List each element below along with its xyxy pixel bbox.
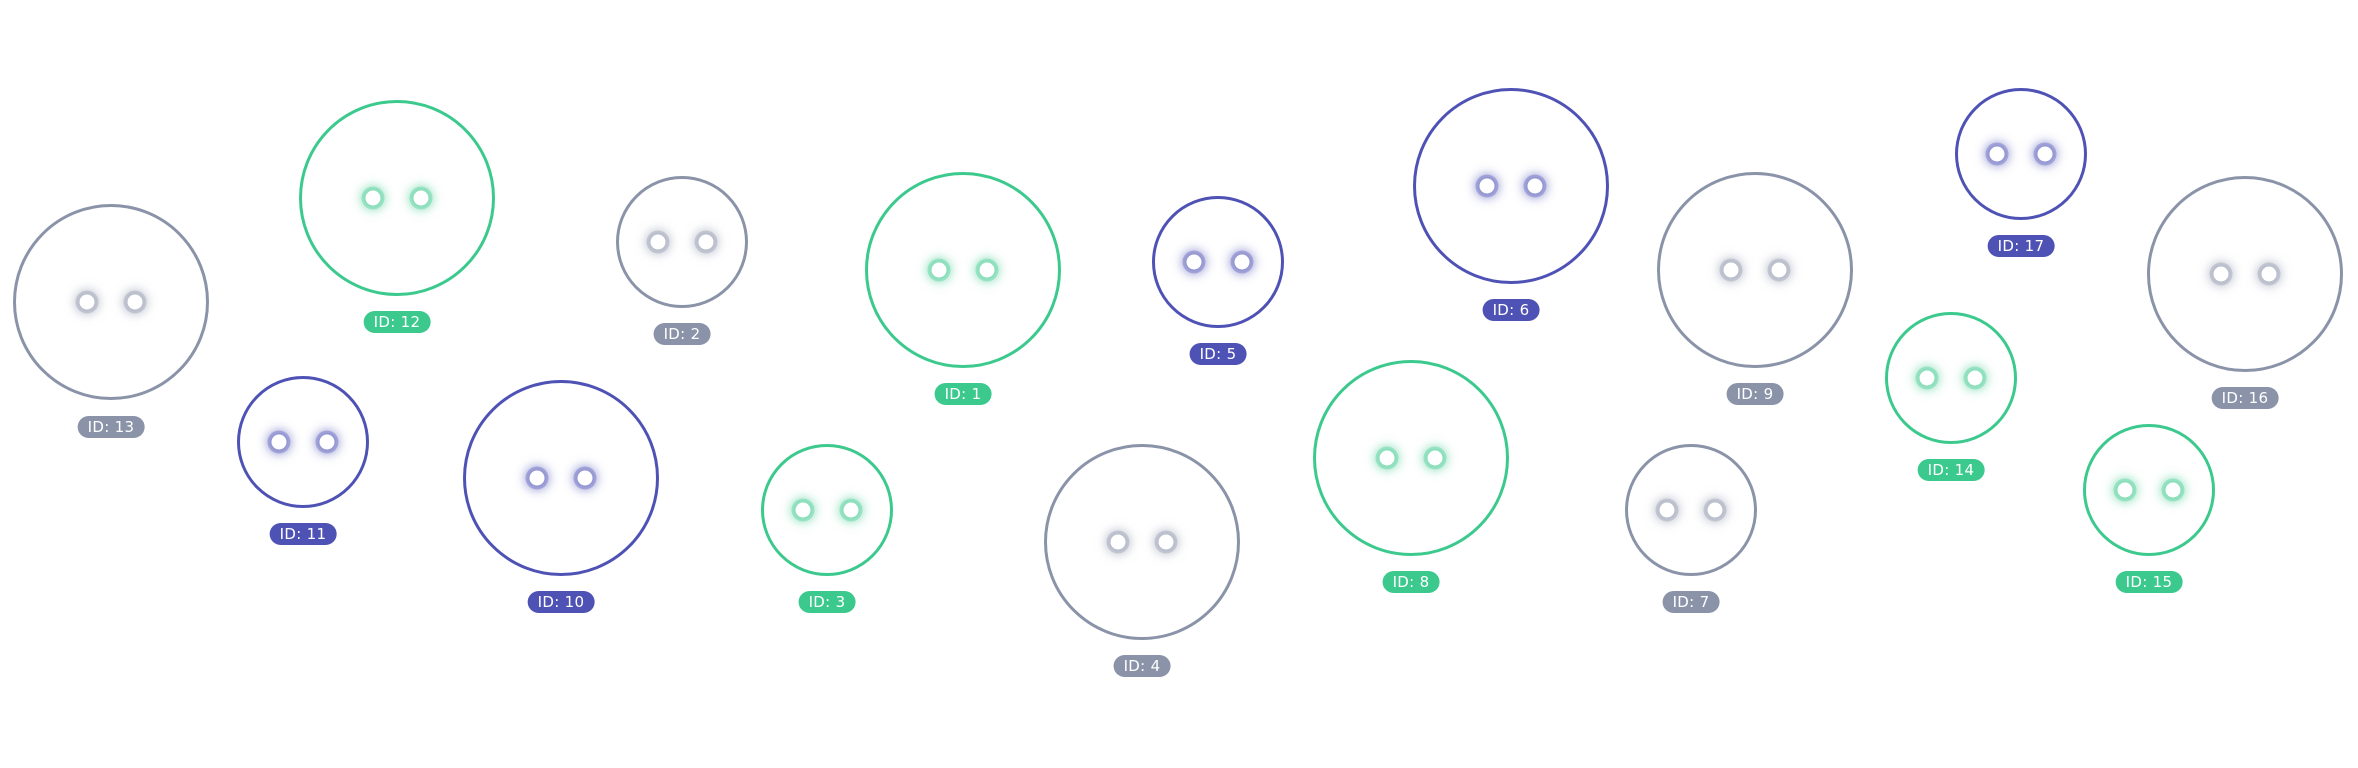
agent-node[interactable] [1885, 312, 2017, 444]
right-eye-icon [577, 470, 592, 485]
agent-node[interactable] [1657, 172, 1853, 368]
agent-id-badge: ID: 4 [1113, 655, 1171, 677]
right-eye-icon [843, 502, 858, 517]
agent-id-badge: ID: 9 [1726, 383, 1784, 405]
agent-node[interactable] [1313, 360, 1509, 556]
agent-id-badge: ID: 6 [1482, 299, 1540, 321]
right-eye-icon [1707, 502, 1722, 517]
agent-node[interactable] [2147, 176, 2343, 372]
agent-node[interactable] [1625, 444, 1757, 576]
agent-id-badge: ID: 3 [798, 591, 856, 613]
right-eye-icon [1158, 534, 1173, 549]
agent-id-badge: ID: 13 [77, 416, 145, 438]
agent-node[interactable] [13, 204, 209, 400]
agent-node[interactable] [761, 444, 893, 576]
agent-id-badge: ID: 10 [527, 591, 595, 613]
agent-node[interactable] [865, 172, 1061, 368]
agent-node[interactable] [237, 376, 369, 508]
right-eye-icon [2165, 482, 2180, 497]
left-eye-icon [1379, 450, 1394, 465]
left-eye-icon [365, 190, 380, 205]
right-eye-icon [319, 434, 334, 449]
right-eye-icon [1967, 370, 1982, 385]
right-eye-icon [413, 190, 428, 205]
right-eye-icon [1427, 450, 1442, 465]
right-eye-icon [127, 294, 142, 309]
agent-node[interactable] [1413, 88, 1609, 284]
agent-node[interactable] [1044, 444, 1240, 640]
agent-id-badge: ID: 17 [1987, 235, 2055, 257]
agent-id-badge: ID: 11 [269, 523, 337, 545]
right-eye-icon [2261, 266, 2276, 281]
agent-id-badge: ID: 12 [363, 311, 431, 333]
left-eye-icon [1110, 534, 1125, 549]
right-eye-icon [2037, 146, 2052, 161]
left-eye-icon [529, 470, 544, 485]
agent-id-badge: ID: 1 [934, 383, 992, 405]
right-eye-icon [979, 262, 994, 277]
left-eye-icon [1723, 262, 1738, 277]
agent-id-badge: ID: 16 [2211, 387, 2279, 409]
right-eye-icon [1527, 178, 1542, 193]
left-eye-icon [1989, 146, 2004, 161]
right-eye-icon [698, 234, 713, 249]
agent-node[interactable] [463, 380, 659, 576]
left-eye-icon [2117, 482, 2132, 497]
right-eye-icon [1771, 262, 1786, 277]
agent-node[interactable] [2083, 424, 2215, 556]
left-eye-icon [79, 294, 94, 309]
left-eye-icon [795, 502, 810, 517]
left-eye-icon [931, 262, 946, 277]
agent-id-badge: ID: 15 [2115, 571, 2183, 593]
left-eye-icon [650, 234, 665, 249]
agent-id-badge: ID: 7 [1662, 591, 1720, 613]
left-eye-icon [2213, 266, 2228, 281]
agent-id-badge: ID: 8 [1382, 571, 1440, 593]
left-eye-icon [1919, 370, 1934, 385]
agent-node[interactable] [616, 176, 748, 308]
left-eye-icon [271, 434, 286, 449]
agent-node[interactable] [1152, 196, 1284, 328]
agent-id-badge: ID: 14 [1917, 459, 1985, 481]
right-eye-icon [1234, 254, 1249, 269]
agent-id-badge: ID: 5 [1189, 343, 1247, 365]
left-eye-icon [1479, 178, 1494, 193]
left-eye-icon [1186, 254, 1201, 269]
agent-node[interactable] [299, 100, 495, 296]
agent-id-badge: ID: 2 [653, 323, 711, 345]
left-eye-icon [1659, 502, 1674, 517]
agent-node[interactable] [1955, 88, 2087, 220]
